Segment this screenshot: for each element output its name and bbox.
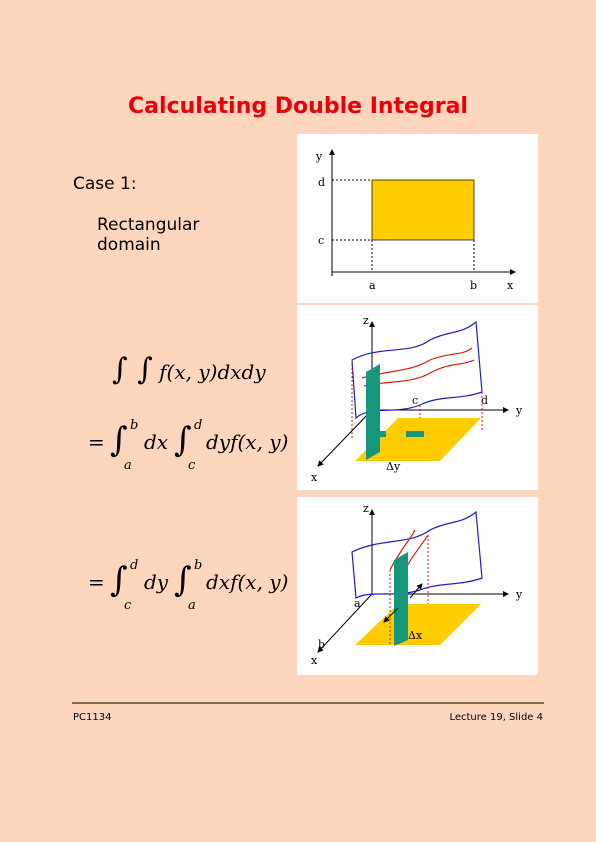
label: Δy (386, 460, 401, 473)
integrand: f(x, y)dxdy (159, 360, 266, 384)
label: b (318, 638, 325, 651)
label: y (315, 150, 323, 163)
description: domain (97, 235, 161, 255)
label: x (507, 279, 514, 292)
label: y (515, 404, 523, 417)
label: x (311, 471, 318, 484)
case-label: Case 1: (73, 174, 137, 194)
body: dxf(x, y) (206, 570, 289, 594)
label: a (354, 597, 361, 610)
lower-limit: c (124, 598, 132, 613)
body: dy (144, 570, 169, 594)
footer-right: Lecture 19, Slide 4 (449, 712, 543, 723)
figure-rect-domain: y d c a b x (297, 134, 538, 303)
footer-left: PC1134 (73, 712, 112, 723)
label: c (318, 234, 324, 247)
equation: = ∫ b a dx ∫ d c dyf(x, y) (88, 418, 288, 490)
integral-sign: ∫ (174, 420, 192, 460)
label: a (369, 279, 376, 292)
label: y (515, 588, 523, 601)
label: c (412, 394, 418, 407)
equation: ∫ ∫ f(x, y)dxdy (112, 352, 266, 387)
lower-limit: a (124, 458, 132, 473)
label: d (318, 176, 325, 189)
body: dyf(x, y) (206, 430, 289, 454)
equation: = ∫ d c dy ∫ b a dxf(x, y) (88, 558, 288, 630)
label: d (481, 394, 488, 407)
figure-slice-y: z c d y Δy x (297, 305, 538, 490)
upper-limit: d (194, 418, 203, 433)
label: Δx (408, 629, 423, 642)
integral-sign: ∫ (174, 560, 192, 600)
label: b (470, 279, 477, 292)
body: dx (144, 430, 169, 454)
label: x (311, 654, 318, 667)
upper-limit: b (130, 418, 139, 433)
description: Rectangular (97, 215, 200, 235)
upper-limit: d (130, 558, 139, 573)
lower-limit: a (188, 598, 196, 613)
title: Calculating Double Integral (128, 94, 468, 119)
figure-slice-x: z a y Δx b x (297, 497, 538, 675)
upper-limit: b (194, 558, 203, 573)
label: z (363, 314, 369, 327)
equals: = (88, 570, 105, 594)
integral-sign: ∫ ∫ (112, 352, 153, 387)
integral-sign: ∫ (110, 560, 128, 600)
equals: = (88, 430, 105, 454)
label: z (363, 502, 369, 515)
integral-sign: ∫ (110, 420, 128, 460)
lower-limit: c (188, 458, 196, 473)
